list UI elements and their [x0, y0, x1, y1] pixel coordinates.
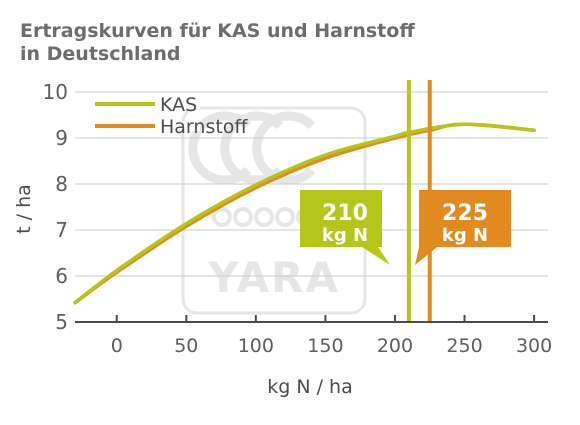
watermark-circle [275, 207, 295, 227]
curves [73, 122, 536, 305]
x-tick-label: 250 [446, 335, 482, 357]
y-axis-label: t / ha [13, 184, 35, 234]
watermark-circle [254, 207, 274, 227]
axes: 0 50 100 150 200 250 300 5 6 7 8 9 10 kg N / ha t / ha [13, 80, 552, 398]
watermark-circle [212, 207, 232, 227]
watermark-circle [233, 207, 253, 227]
callout-value-225: 225 [442, 201, 488, 226]
x-tick-label: 100 [238, 335, 274, 357]
chart-title-line-2: in Deutschland [20, 43, 181, 65]
callout-box-225 [415, 190, 511, 265]
x-tick-label: 300 [516, 335, 552, 357]
x-tick-label: 150 [307, 335, 343, 357]
callout-value-210: 210 [322, 201, 368, 226]
y-tick-label: 6 [55, 264, 68, 288]
y-tick-label: 5 [55, 310, 68, 334]
x-tick-label: 50 [174, 335, 198, 357]
y-tick-label: 9 [55, 126, 68, 150]
x-tick-label: 200 [377, 335, 413, 357]
chart-title: Ertragskurven für KAS und Harnstoff in D… [20, 20, 415, 66]
y-tick-label: 10 [43, 80, 68, 104]
legend-label-harnstoff: Harnstoff [160, 116, 248, 138]
legend-label-kas: KAS [160, 94, 197, 116]
callout-unit-225: kg N [442, 225, 488, 246]
x-axis-label: kg N / ha [267, 376, 352, 398]
callout-unit-210: kg N [322, 225, 368, 246]
chart-title-line-1: Ertragskurven für KAS und Harnstoff [20, 20, 415, 42]
y-tick-label: 8 [55, 172, 68, 196]
y-tick-label: 7 [55, 218, 68, 242]
callout-box-210 [300, 190, 390, 265]
watermark-arcs [188, 111, 316, 185]
watermark-text: YARA [207, 253, 340, 302]
series-line-kas [73, 122, 536, 305]
x-tick-label: 0 [111, 335, 123, 357]
